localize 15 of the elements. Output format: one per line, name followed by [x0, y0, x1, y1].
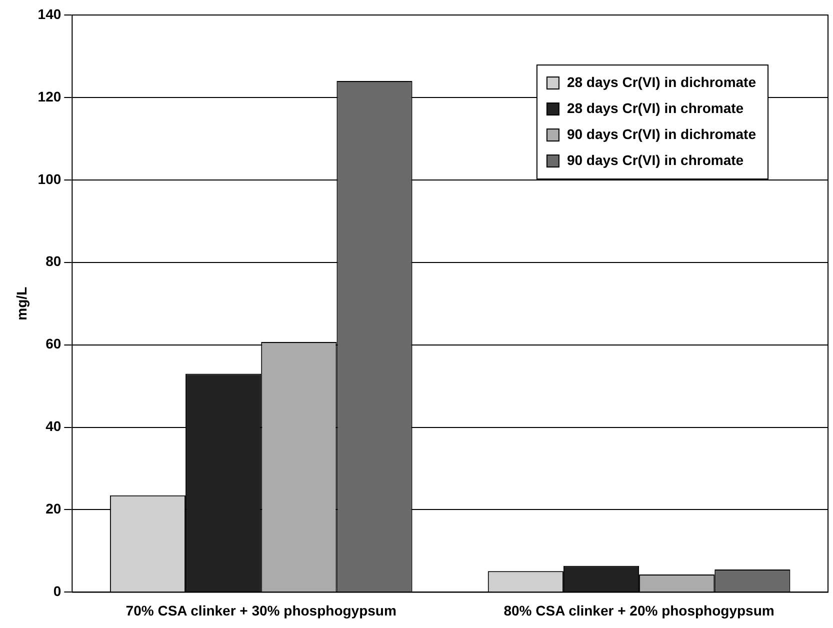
- y-tick-label: 40: [46, 418, 62, 434]
- legend-label: 28 days Cr(VI) in chromate: [566, 100, 744, 116]
- y-tick-label: 100: [38, 170, 62, 187]
- y-tick-label: 60: [46, 336, 62, 352]
- y-tick-label: 80: [46, 253, 62, 270]
- y-tick-label: 120: [38, 88, 62, 104]
- y-tick-label: 20: [46, 500, 62, 517]
- y-axis-title: mg/L: [13, 286, 30, 320]
- legend-label: 28 days Cr(VI) in dichromate: [566, 74, 756, 90]
- y-tick-label: 0: [53, 583, 62, 600]
- legend-label: 90 days Cr(VI) in dichromate: [566, 126, 756, 142]
- legend-label: 90 days Cr(VI) in chromate: [566, 152, 744, 168]
- y-tick-label: 140: [38, 6, 62, 22]
- x-tick-label: 80% CSA clinker + 20% phosphogypsum: [504, 602, 774, 618]
- x-tick-label: 70% CSA clinker + 30% phosphogypsum: [126, 602, 396, 618]
